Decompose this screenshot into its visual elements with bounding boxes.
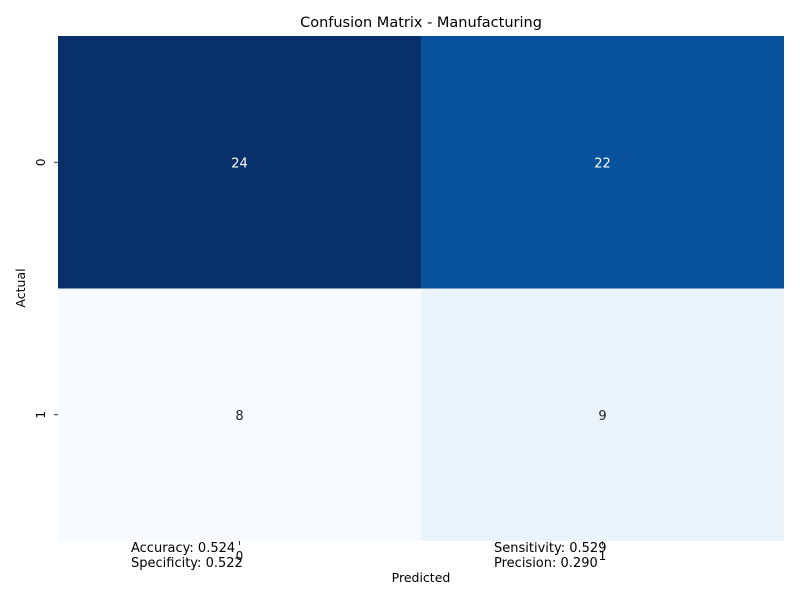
heatmap-cell-0-1 (421, 36, 784, 289)
metric-annotation: Specificity: 0.522 (131, 556, 243, 571)
heatmap-cell-1-0 (58, 288, 421, 541)
cell-value-label: 22 (594, 156, 611, 171)
chart-title: Confusion Matrix - Manufacturing (300, 15, 542, 31)
x-axis-label: Predicted (392, 570, 451, 585)
y-tick-label: 1 (34, 411, 48, 419)
heatmap-cell-0-0 (58, 36, 421, 289)
heatmap-cells: 24 22 8 9 (58, 36, 784, 541)
heatmap-cell-1-1 (421, 288, 784, 541)
metric-annotation: Sensitivity: 0.529 (494, 541, 606, 556)
cell-value-label: 8 (235, 409, 243, 424)
metric-annotation: Accuracy: 0.524 (131, 541, 235, 556)
metric-annotation: Precision: 0.290 (494, 556, 598, 571)
y-tick-label: 0 (34, 158, 48, 166)
axis-ticks: 0 1 0 1 (34, 158, 606, 563)
cell-value-label: 9 (598, 409, 606, 424)
y-axis-label: Actual (13, 268, 28, 307)
x-tick-label: 1 (599, 549, 607, 563)
x-tick-label: 0 (236, 549, 244, 563)
cell-value-label: 24 (231, 156, 248, 171)
